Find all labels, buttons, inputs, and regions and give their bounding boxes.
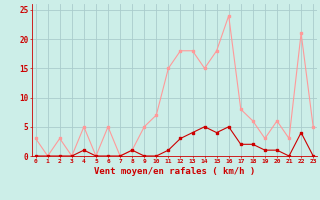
X-axis label: Vent moyen/en rafales ( km/h ): Vent moyen/en rafales ( km/h ) [94,167,255,176]
